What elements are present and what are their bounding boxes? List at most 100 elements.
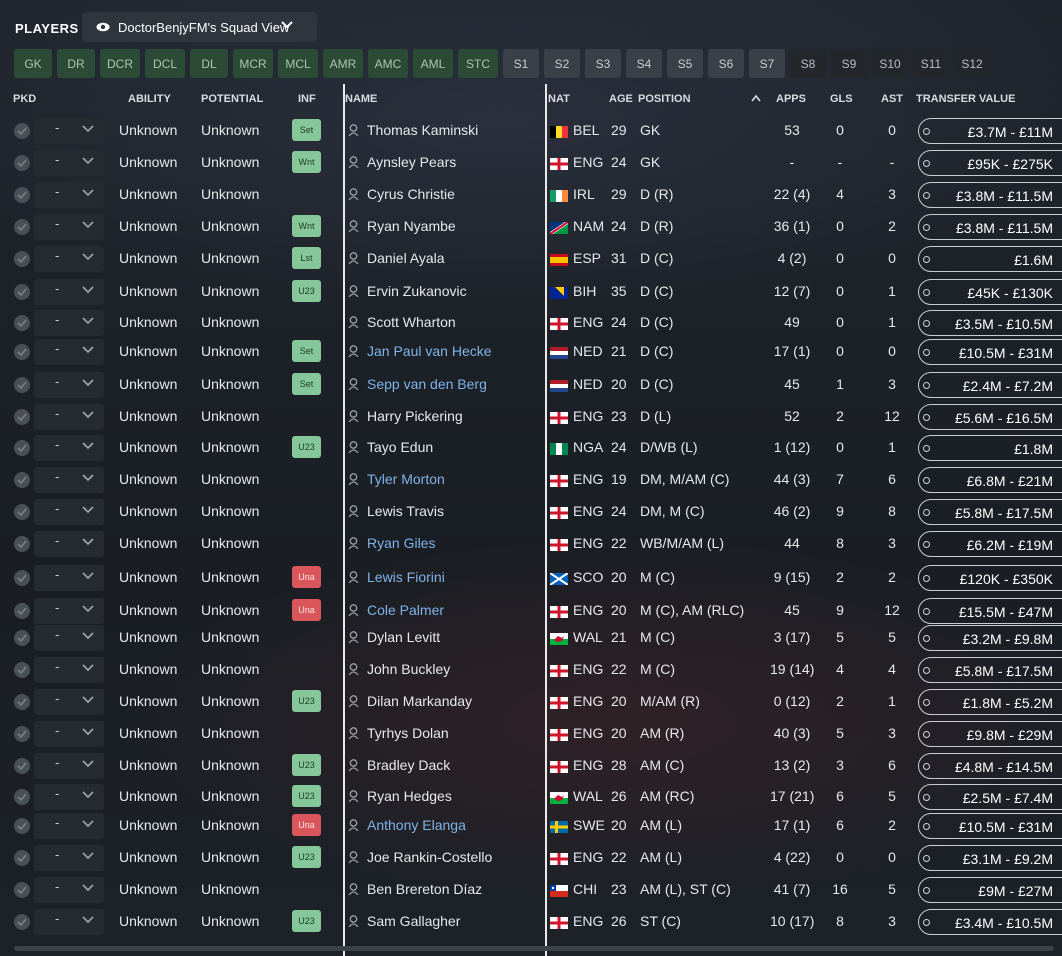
player-name-link[interactable]: Scott Wharton [367,314,456,330]
transfer-value-tag[interactable]: £1.8M - £5.2M [918,689,1062,715]
position-filter-s8[interactable]: S8 [790,49,826,78]
pkd-dropdown[interactable] [34,845,104,871]
chevron-down-icon[interactable] [82,286,94,294]
pick-check-icon[interactable] [14,630,30,646]
pick-check-icon[interactable] [14,570,30,586]
player-name-link[interactable]: Ervin Zukanovic [367,283,467,299]
transfer-value-tag[interactable]: £1.6M [918,246,1062,272]
pkd-dropdown[interactable] [34,625,104,651]
chevron-down-icon[interactable] [82,189,94,197]
column-divider-name-left[interactable] [343,84,345,956]
player-name-link[interactable]: John Buckley [367,661,451,677]
pkd-dropdown[interactable] [34,565,104,591]
player-name-link[interactable]: Sam Gallagher [367,913,461,929]
chevron-down-icon[interactable] [82,572,94,580]
pkd-dropdown[interactable] [34,598,104,624]
player-name-link[interactable]: Lewis Fiorini [367,569,445,585]
pkd-dropdown[interactable] [34,531,104,557]
table-row[interactable]: - Unknown Unknown U23 Joe Rankin-Costell… [0,843,1062,873]
chevron-down-icon[interactable] [82,474,94,482]
table-row[interactable]: - Unknown Unknown Cyrus Christie IRL 29 … [0,180,1062,210]
player-name-link[interactable]: Thomas Kaminski [367,122,479,138]
position-filter-s12[interactable]: S12 [954,49,990,78]
chevron-down-icon[interactable] [82,728,94,736]
pkd-dropdown[interactable] [34,246,104,272]
chevron-down-icon[interactable] [82,506,94,514]
pick-check-icon[interactable] [14,440,30,456]
player-name-link[interactable]: Aynsley Pears [367,154,457,170]
pkd-dropdown[interactable] [34,753,104,779]
player-name-link[interactable]: Sepp van den Berg [367,376,487,392]
pkd-dropdown[interactable] [34,182,104,208]
pkd-dropdown[interactable] [34,721,104,747]
pick-check-icon[interactable] [14,603,30,619]
table-row[interactable]: - Unknown Unknown Ben Brereton Díaz CHI … [0,875,1062,905]
transfer-value-tag[interactable]: £6.2M - £19M [918,531,1062,557]
pick-check-icon[interactable] [14,850,30,866]
pick-check-icon[interactable] [14,818,30,834]
table-row[interactable]: - Unknown Unknown Set Jan Paul van Hecke… [0,337,1062,367]
pick-check-icon[interactable] [14,536,30,552]
column-header-apps[interactable]: APPS [776,93,806,105]
player-name-link[interactable]: Ryan Nyambe [367,218,456,234]
transfer-value-tag[interactable]: £9M - £27M [918,877,1062,903]
player-name-link[interactable]: Tayo Edun [367,439,434,455]
transfer-value-tag[interactable]: £10.5M - £31M [918,813,1062,839]
table-row[interactable]: - Unknown Unknown Lewis Travis ENG 24 DM… [0,497,1062,527]
pkd-dropdown[interactable] [34,689,104,715]
column-header-inf[interactable]: INF [298,93,316,105]
position-filter-s7[interactable]: S7 [749,49,785,78]
table-row[interactable]: - Unknown Unknown Ryan Giles ENG 22 WB/M… [0,529,1062,559]
position-filter-dr[interactable]: DR [57,49,95,78]
position-filter-amc[interactable]: AMC [368,49,408,78]
pkd-dropdown[interactable] [34,499,104,525]
table-row[interactable]: - Unknown Unknown Wnt Ryan Nyambe NAM 24… [0,212,1062,242]
player-name-link[interactable]: Ben Brereton Díaz [367,881,483,897]
transfer-value-tag[interactable]: £45K - £130K [918,279,1062,305]
transfer-value-tag[interactable]: £6.8M - £21M [918,467,1062,493]
column-header-ast[interactable]: AST [881,93,903,105]
player-name-link[interactable]: Ryan Hedges [367,788,452,804]
position-filter-mcr[interactable]: MCR [233,49,273,78]
column-header-ability[interactable]: ABILITY [128,93,171,105]
column-header-gls[interactable]: GLS [830,93,853,105]
table-row[interactable]: - Unknown Unknown Set Sepp van den Berg … [0,370,1062,400]
position-filter-s5[interactable]: S5 [667,49,703,78]
chevron-down-icon[interactable] [82,791,94,799]
table-row[interactable]: - Unknown Unknown Una Cole Palmer ENG 20… [0,596,1062,626]
column-header-potential[interactable]: POTENTIAL [201,93,264,105]
table-row[interactable]: - Unknown Unknown U23 Bradley Dack ENG 2… [0,751,1062,781]
pick-check-icon[interactable] [14,726,30,742]
chevron-down-icon[interactable] [82,664,94,672]
chevron-down-icon[interactable] [82,125,94,133]
transfer-value-tag[interactable]: £2.4M - £7.2M [918,372,1062,398]
table-row[interactable]: - Unknown Unknown U23 Tayo Edun NGA 24 D… [0,433,1062,463]
chevron-down-icon[interactable] [82,157,94,165]
chevron-down-icon[interactable] [82,916,94,924]
pkd-dropdown[interactable] [34,214,104,240]
pick-check-icon[interactable] [14,472,30,488]
player-name-link[interactable]: Bradley Dack [367,757,451,773]
position-filter-mcl[interactable]: MCL [278,49,318,78]
column-header-name[interactable]: NAME [345,93,378,105]
horizontal-scrollbar[interactable] [14,946,1054,951]
chevron-down-icon[interactable] [82,221,94,229]
pick-check-icon[interactable] [14,758,30,774]
transfer-value-tag[interactable]: £5.6M - £16.5M [918,404,1062,430]
pick-check-icon[interactable] [14,789,30,805]
chevron-down-icon[interactable] [82,884,94,892]
transfer-value-tag[interactable]: £95K - £275K [918,150,1062,176]
position-filter-s9[interactable]: S9 [831,49,867,78]
position-filter-s11[interactable]: S11 [913,49,949,78]
player-name-link[interactable]: Anthony Elanga [367,817,466,833]
position-filter-amr[interactable]: AMR [323,49,363,78]
pick-check-icon[interactable] [14,251,30,267]
pkd-dropdown[interactable] [34,877,104,903]
pkd-dropdown[interactable] [34,150,104,176]
table-row[interactable]: - Unknown Unknown Tyrhys Dolan ENG 20 AM… [0,719,1062,749]
transfer-value-tag[interactable]: £9.8M - £29M [918,721,1062,747]
pick-check-icon[interactable] [14,155,30,171]
pick-check-icon[interactable] [14,694,30,710]
position-filter-aml[interactable]: AML [413,49,453,78]
table-row[interactable]: - Unknown Unknown Dylan Levitt WAL 21 M … [0,623,1062,653]
